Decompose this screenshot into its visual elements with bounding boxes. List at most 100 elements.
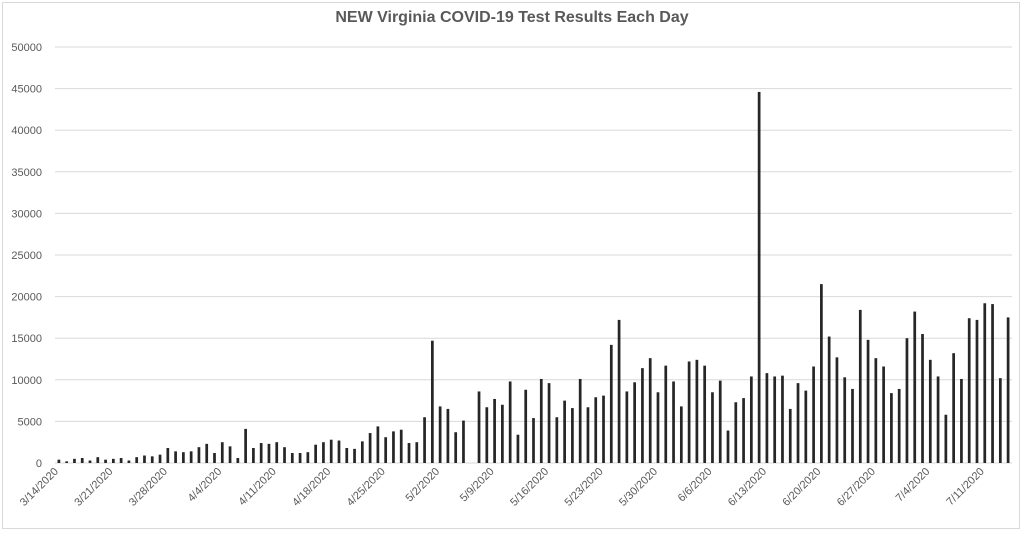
bar <box>182 452 185 463</box>
bar <box>73 458 76 463</box>
bar <box>734 402 738 463</box>
bar <box>143 455 146 463</box>
bar <box>111 458 115 463</box>
bar <box>1006 317 1010 463</box>
bar <box>446 408 450 463</box>
x-tick-label: 5/16/2020 <box>508 466 551 509</box>
x-tick-label: 6/20/2020 <box>780 466 823 509</box>
y-tick-label: 35000 <box>11 167 42 179</box>
bar <box>423 417 426 463</box>
bar <box>360 441 364 463</box>
y-axis-ticks: 0 5000 10000 15000 20000 25000 30000 35000 40000… <box>11 42 42 470</box>
bar <box>967 318 971 463</box>
x-tick-label: 6/6/2020 <box>676 466 715 505</box>
bar <box>921 334 924 463</box>
bar <box>104 459 107 463</box>
x-tick-label: 4/18/2020 <box>290 466 333 509</box>
y-tick-label: 45000 <box>11 84 42 96</box>
bar <box>399 429 403 463</box>
bar <box>477 391 481 463</box>
bar <box>874 358 878 463</box>
bar <box>174 451 177 463</box>
x-tick-label: 4/4/2020 <box>186 466 225 505</box>
x-tick-label: 6/13/2020 <box>726 466 769 509</box>
bar <box>703 365 707 463</box>
bar <box>781 375 784 463</box>
y-tick-label: 50000 <box>11 42 42 54</box>
bar <box>726 430 730 463</box>
bar <box>609 344 613 463</box>
bar <box>913 311 917 463</box>
bar <box>648 358 652 463</box>
bar <box>991 304 994 463</box>
x-tick-label: 3/14/2020 <box>18 466 61 509</box>
bar <box>259 443 263 463</box>
bar <box>890 393 893 463</box>
bar <box>57 459 61 463</box>
bar <box>407 443 411 463</box>
bars <box>57 91 1010 464</box>
bar <box>80 458 84 463</box>
bar <box>905 338 909 463</box>
bar <box>625 391 629 463</box>
bar <box>462 420 465 463</box>
bar <box>843 377 847 463</box>
x-tick-label: 6/27/2020 <box>835 466 878 509</box>
bar <box>539 378 543 463</box>
bar <box>563 400 566 463</box>
bar <box>493 398 496 463</box>
bar <box>664 365 668 463</box>
bar <box>866 339 870 463</box>
bar <box>897 388 901 463</box>
bar <box>290 453 294 463</box>
bar <box>594 397 598 463</box>
bar <box>252 448 255 463</box>
bar <box>711 392 714 463</box>
bar <box>679 406 683 463</box>
bar <box>820 284 823 463</box>
bar <box>765 373 769 463</box>
bar <box>695 359 699 463</box>
gridlines <box>55 46 1012 464</box>
bar <box>205 443 209 463</box>
bar <box>998 378 1002 463</box>
bar <box>858 309 862 463</box>
y-tick-label: 25000 <box>11 250 42 262</box>
x-tick-label: 5/9/2020 <box>458 466 497 505</box>
bar <box>773 376 777 463</box>
x-tick-label: 5/2/2020 <box>403 466 442 505</box>
bar <box>384 437 388 463</box>
x-tick-label: 3/28/2020 <box>127 466 170 509</box>
bar <box>236 458 240 463</box>
bar <box>376 426 380 463</box>
bar <box>742 398 745 463</box>
bar <box>975 319 979 463</box>
bar <box>804 390 808 463</box>
bar <box>368 433 372 463</box>
bar <box>353 448 356 463</box>
bar <box>197 447 201 463</box>
bar <box>228 446 232 463</box>
y-tick-label: 20000 <box>11 292 42 304</box>
bar <box>150 456 154 463</box>
bar <box>788 408 792 463</box>
bar <box>438 406 442 463</box>
bar <box>158 454 162 463</box>
bar <box>298 453 302 463</box>
bar <box>882 366 885 463</box>
bar <box>516 434 520 463</box>
bar <box>283 447 286 463</box>
bar <box>96 457 100 463</box>
x-tick-label: 7/11/2020 <box>944 466 987 509</box>
bar <box>602 395 605 463</box>
bar <box>718 380 722 463</box>
bar <box>812 366 815 463</box>
bar <box>65 461 69 463</box>
x-axis-ticks: 3/14/2020 3/21/2020 3/28/2020 4/4/2020 4/11/… <box>18 466 987 509</box>
bar <box>586 407 590 463</box>
bar <box>213 453 216 463</box>
bar <box>617 319 621 463</box>
bar <box>275 442 279 463</box>
bar <box>672 381 675 463</box>
